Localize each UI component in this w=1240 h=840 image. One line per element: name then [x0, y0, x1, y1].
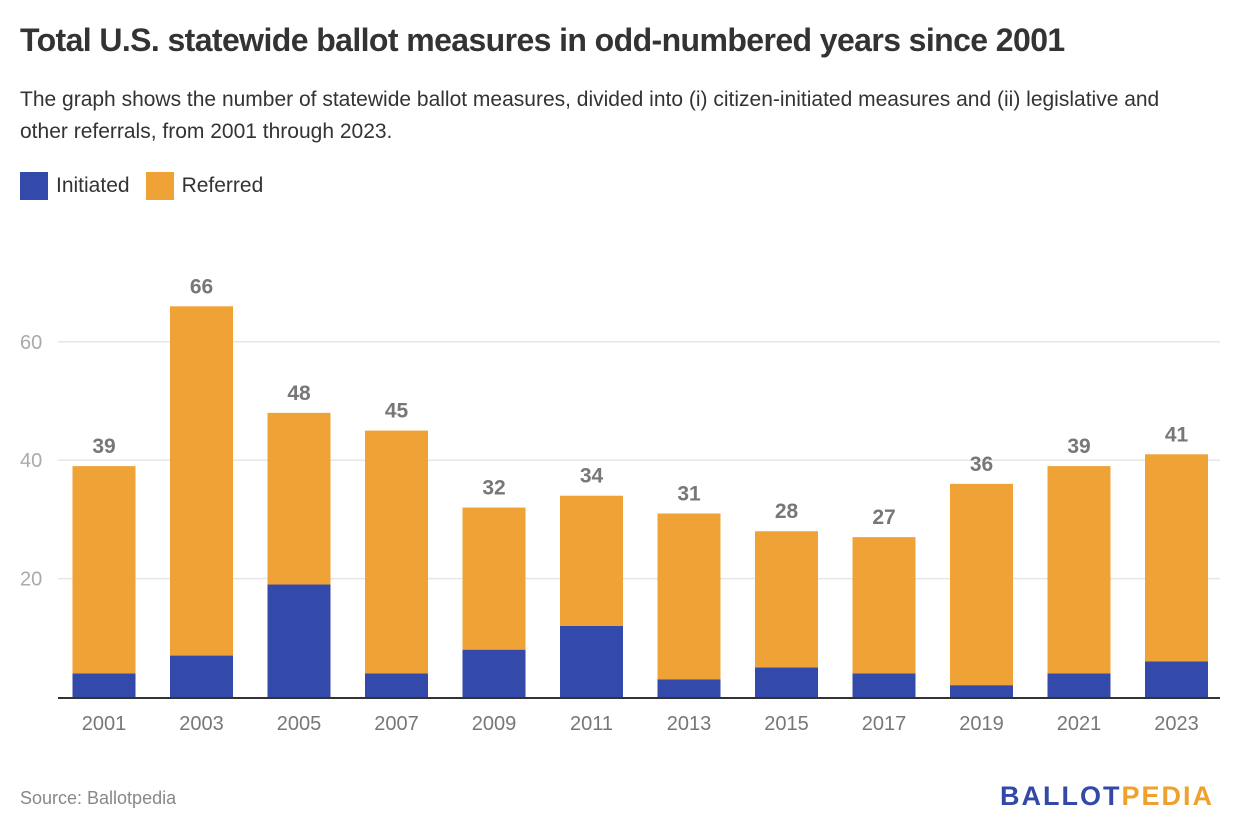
total-label: 27	[872, 506, 895, 529]
logo-part-pedia: PEDIA	[1121, 781, 1214, 811]
bar-initiated-2011	[560, 625, 623, 697]
bar-referred-2021	[1047, 466, 1111, 674]
total-label: 32	[482, 477, 505, 500]
x-tick-label: 2019	[959, 713, 1004, 735]
bar-initiated-2009	[462, 649, 526, 697]
bar-initiated-2017	[852, 673, 916, 697]
bar-initiated-2013	[657, 679, 721, 697]
chart-subtitle: The graph shows the number of statewide …	[20, 88, 1160, 143]
x-tick-label: 2023	[1154, 713, 1199, 735]
y-tick-label: 20	[20, 569, 42, 591]
bar-referred-2009	[462, 507, 526, 650]
total-label: 28	[775, 500, 799, 523]
bar-initiated-2005	[267, 584, 331, 697]
legend-swatch-referred	[145, 172, 174, 200]
legend-item-referred: Referred	[145, 172, 264, 200]
x-tick-label: 2015	[764, 713, 809, 735]
x-tick-label: 2009	[472, 713, 517, 735]
total-label: 39	[1067, 435, 1090, 458]
bar-referred-2003	[170, 306, 233, 656]
total-label: 45	[385, 400, 409, 423]
x-tick-label: 2011	[570, 713, 613, 735]
total-label: 36	[970, 453, 993, 476]
total-label: 66	[190, 275, 213, 298]
bar-initiated-2007	[365, 673, 428, 697]
x-tick-label: 2013	[667, 713, 712, 735]
total-label: 34	[580, 465, 604, 488]
total-label: 48	[287, 382, 311, 405]
legend: Initiated Referred	[20, 172, 279, 200]
chart-title: Total U.S. statewide ballot measures in …	[20, 22, 1065, 58]
bar-referred-2015	[755, 531, 818, 668]
bar-referred-2001	[72, 466, 136, 674]
bar-referred-2007	[365, 430, 428, 674]
bar-referred-2011	[560, 495, 623, 626]
x-tick-label: 2007	[374, 713, 419, 735]
x-tick-label: 2017	[862, 713, 907, 735]
ballotpedia-logo: BALLOTPEDIA	[1000, 781, 1214, 812]
source-note: Source: Ballotpedia	[20, 788, 177, 808]
bar-initiated-2023	[1145, 661, 1208, 697]
bar-initiated-2019	[950, 685, 1013, 697]
bar-initiated-2003	[170, 655, 233, 697]
bar-referred-2017	[852, 537, 916, 674]
y-tick-label: 60	[20, 332, 42, 354]
bar-referred-2005	[267, 412, 331, 585]
y-tick-label: 40	[20, 450, 42, 472]
x-tick-label: 2003	[179, 713, 224, 735]
bar-referred-2023	[1145, 454, 1208, 662]
legend-label-referred: Referred	[181, 174, 264, 197]
bar-initiated-2015	[755, 667, 818, 697]
bar-referred-2013	[657, 513, 721, 680]
legend-label-initiated: Initiated	[56, 174, 130, 197]
bar-initiated-2001	[72, 673, 136, 697]
total-label: 39	[92, 435, 115, 458]
x-tick-label: 2005	[277, 713, 322, 735]
x-tick-label: 2021	[1057, 713, 1102, 735]
logo-part-ballot: BALLOT	[999, 781, 1122, 811]
stacked-bar-chart: 20 40 60 39 2001 66 2003 48 2005 45 2007 32 2009 34 20…	[20, 275, 1220, 735]
legend-swatch-initiated	[20, 172, 48, 200]
bar-initiated-2021	[1047, 673, 1111, 697]
legend-item-initiated: Initiated	[20, 172, 130, 200]
total-label: 31	[677, 482, 701, 505]
total-label: 41	[1165, 423, 1189, 446]
x-tick-label: 2001	[82, 713, 127, 735]
bar-referred-2019	[950, 483, 1013, 686]
